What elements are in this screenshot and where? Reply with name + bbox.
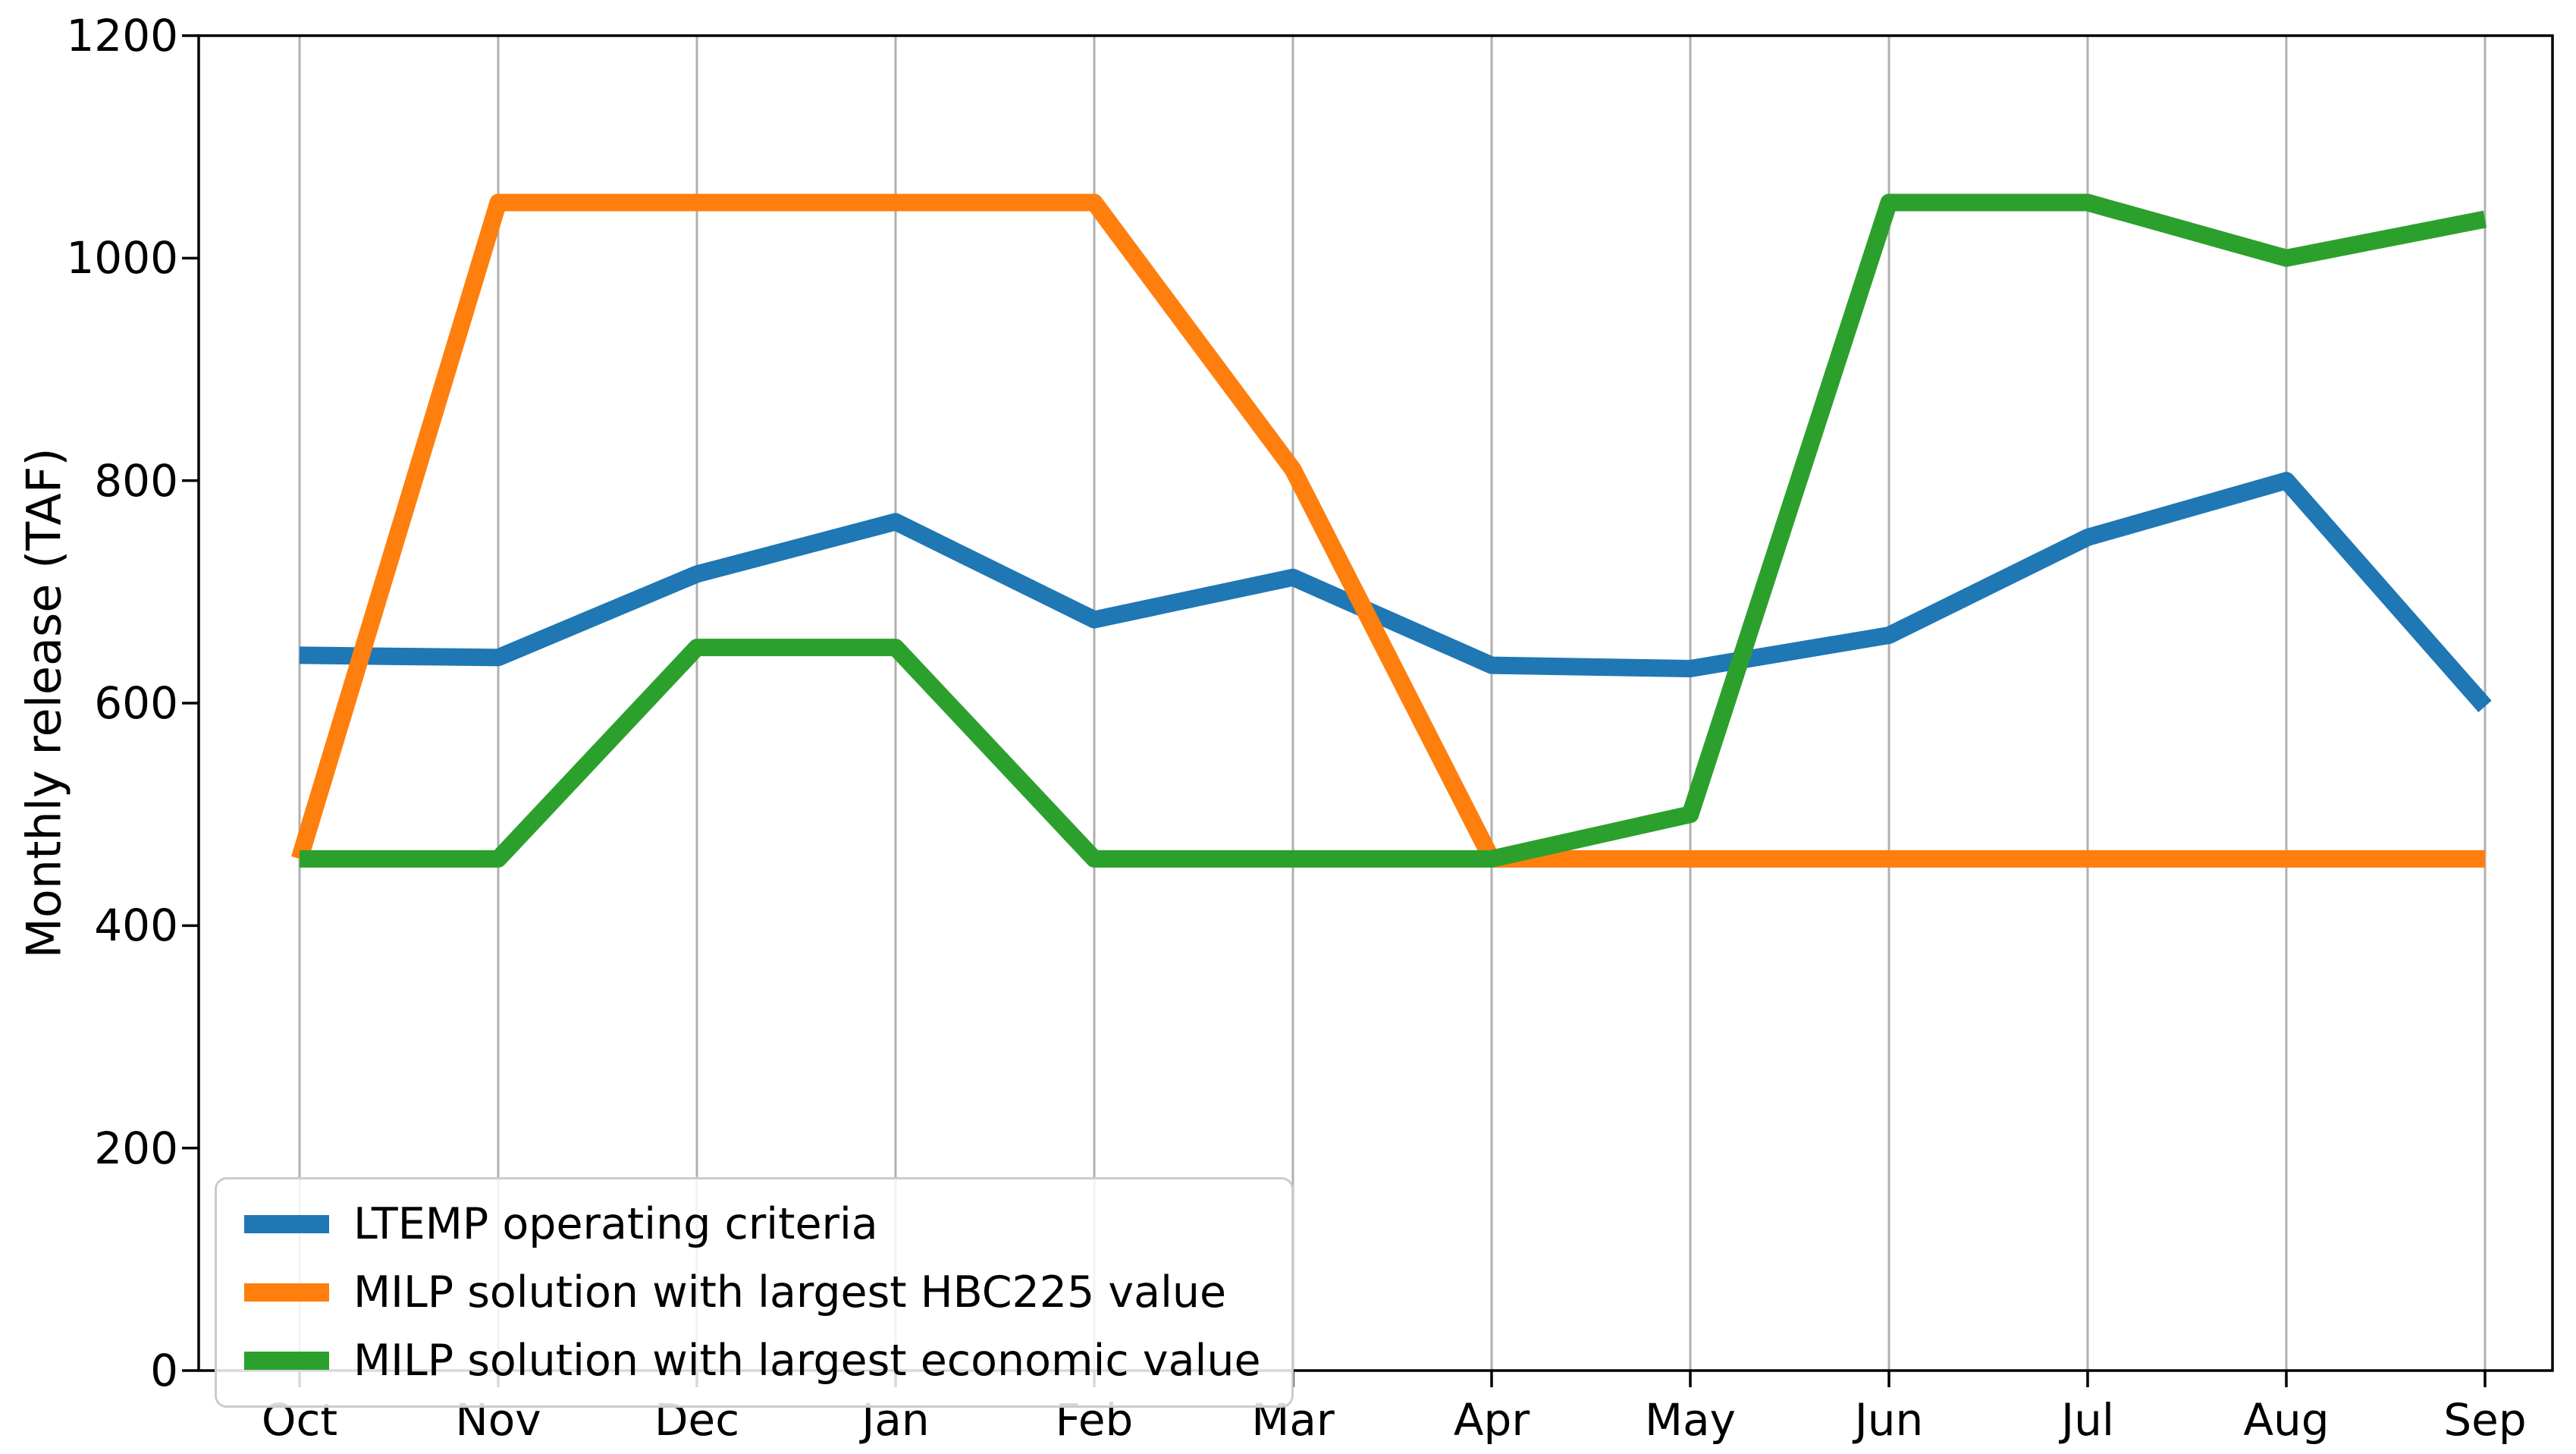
y-tick-label: 800 <box>94 455 178 507</box>
y-tick-label: 600 <box>94 677 178 729</box>
y-axis-label: Monthly release (TAF) <box>16 448 72 959</box>
legend-item: MILP solution with largest HBC225 value <box>244 1267 1261 1317</box>
legend-label: MILP solution with largest economic valu… <box>353 1336 1261 1386</box>
legend-line-sample-green <box>244 1352 329 1370</box>
x-tick-label: Sep <box>2443 1394 2527 1446</box>
legend-label: MILP solution with largest HBC225 value <box>353 1267 1227 1317</box>
x-tick-label: Aug <box>2243 1394 2330 1446</box>
y-tick-label: 200 <box>94 1123 178 1174</box>
legend-line-sample-orange <box>244 1283 329 1302</box>
series-line-1 <box>290 193 2485 868</box>
legend-item: LTEMP operating criteria <box>244 1199 1261 1249</box>
x-tick-label: Apr <box>1453 1394 1530 1446</box>
legend: LTEMP operating criteria MILP solution w… <box>215 1177 1294 1408</box>
y-tick-label: 1200 <box>66 10 178 61</box>
x-tick-label: Jun <box>1854 1394 1924 1446</box>
x-tick-label: Jul <box>2061 1394 2114 1446</box>
legend-item: MILP solution with largest economic valu… <box>244 1336 1261 1386</box>
legend-line-sample-blue <box>244 1215 329 1233</box>
legend-label: LTEMP operating criteria <box>353 1199 878 1249</box>
plot-frame <box>197 34 2554 1372</box>
x-tick-label: May <box>1645 1394 1736 1446</box>
y-tick-label: 1000 <box>66 232 178 284</box>
series-line-2 <box>300 193 2487 868</box>
series-line-0 <box>299 472 2492 712</box>
y-tick-label: 0 <box>150 1345 178 1396</box>
y-tick-label: 400 <box>94 900 178 951</box>
